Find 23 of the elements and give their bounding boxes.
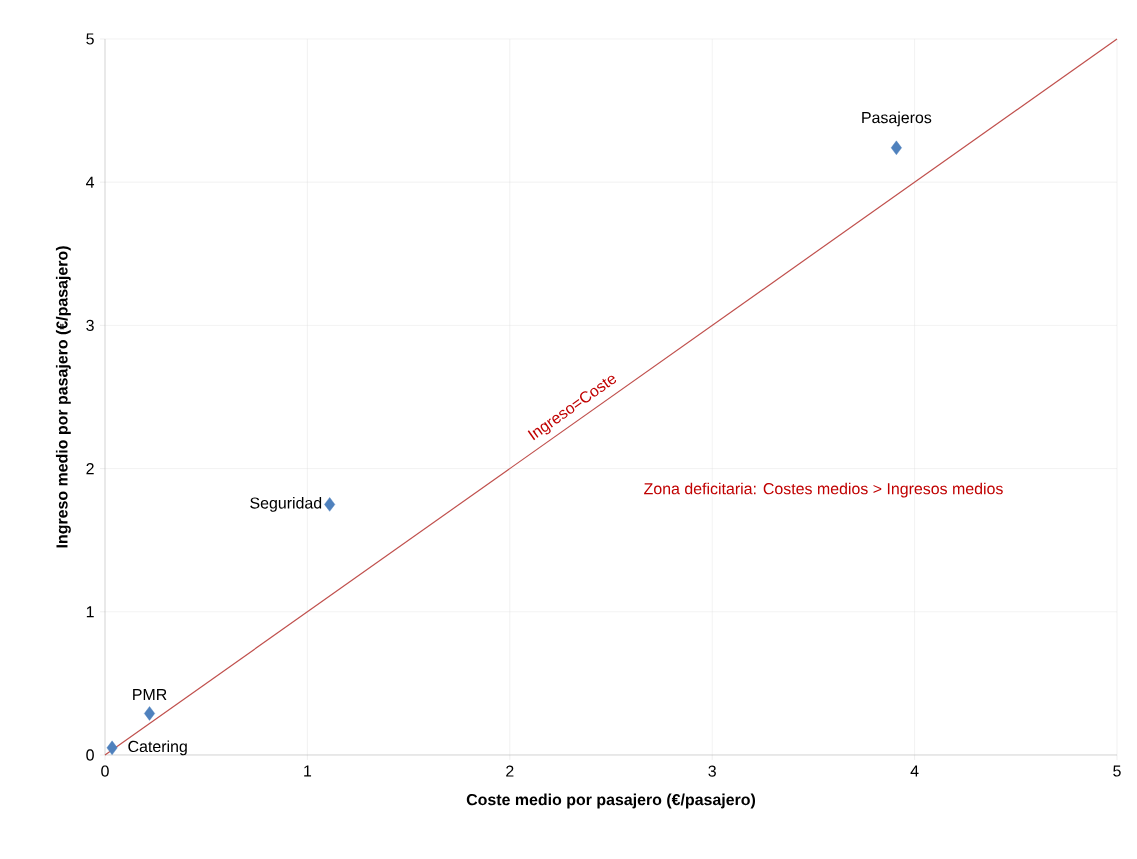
point [890,140,902,155]
x-tick-label: 1 [304,765,312,777]
y-tick-label: 5 [86,33,94,45]
y-tick-label: 3 [86,319,94,332]
point [144,706,155,721]
point [324,497,336,512]
x-axis-title: Coste medio por pasajero (€/pasajero) [466,793,756,809]
annotation: PMR [133,689,167,700]
x-tick-label: 4 [910,765,919,777]
annotation: Catering [128,740,187,756]
x-tick-label: 3 [708,765,716,777]
y-tick-label: 1 [86,606,94,618]
x-tick-label: 5 [1113,765,1121,777]
y-tick-label: 2 [86,463,94,475]
y-tick-label: 4 [86,176,95,188]
annotation: Seguridad [250,496,322,512]
annotation: Pasajeros [862,111,932,127]
annotation: Zona deficitaria: Costes medios > Ingresos medios [644,482,1003,498]
y-axis-title: Ingreso medio por pasajero (€/pasajero) [55,246,71,548]
y-tick-label: 0 [86,749,94,761]
x-tick-label: 2 [506,765,514,777]
x-tick-label: 0 [101,765,109,777]
point [106,740,118,755]
